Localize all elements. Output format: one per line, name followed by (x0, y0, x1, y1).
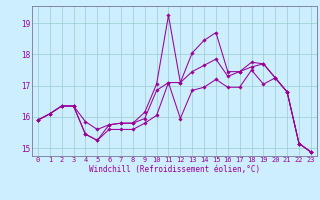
X-axis label: Windchill (Refroidissement éolien,°C): Windchill (Refroidissement éolien,°C) (89, 165, 260, 174)
